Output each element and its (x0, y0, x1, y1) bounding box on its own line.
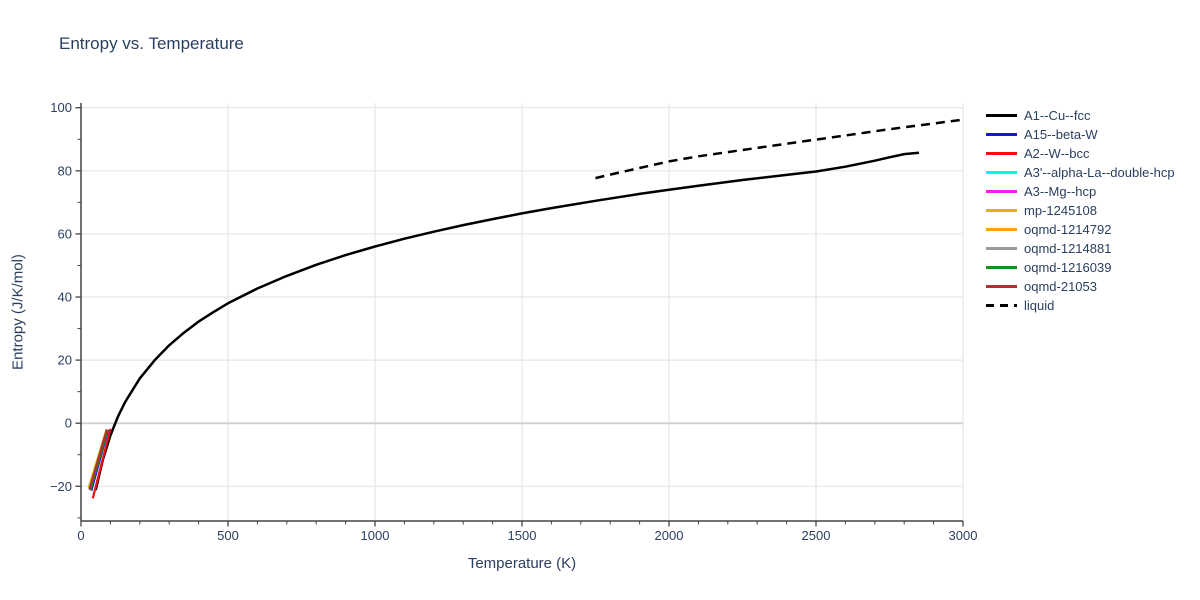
legend-label: A15--beta-W (1024, 127, 1098, 142)
y-axis-title: Entropy (J/K/mol) (9, 254, 27, 370)
x-tick-label: 1000 (361, 528, 390, 543)
legend-swatch-line-icon (986, 266, 1017, 269)
x-axis-title: Temperature (K) (467, 555, 577, 572)
legend-swatch-line-icon (986, 247, 1017, 250)
legend-label: oqmd-21053 (1024, 279, 1097, 294)
legend-swatch-line-icon (986, 285, 1017, 288)
x-tick-label: 3000 (949, 528, 978, 543)
y-tick-label: 20 (58, 353, 72, 368)
y-tick-label: 80 (58, 163, 72, 178)
series-line-oqmd-21053[interactable] (88, 429, 108, 490)
y-tick-label: 0 (65, 416, 72, 431)
series-line-A1--Cu--fcc[interactable] (94, 151, 920, 491)
legend-swatch-line-icon (986, 133, 1017, 136)
y-tick-label: 100 (50, 100, 72, 115)
legend-label: liquid (1024, 298, 1055, 313)
legend-item-mp-1245108[interactable]: mp-1245108 (986, 201, 1175, 220)
series-line-A2--W--bcc[interactable] (91, 428, 112, 499)
legend-item-oqmd-1214792[interactable]: oqmd-1214792 (986, 220, 1175, 239)
legend-swatch-line-icon (986, 209, 1017, 212)
legend: A1--Cu--fcc A15--beta-W A2--W--bcc A3'--alp… (986, 106, 1175, 315)
legend-item-oqmd-1216039[interactable]: oqmd-1216039 (986, 258, 1175, 277)
legend-swatch-line-icon (986, 152, 1017, 155)
legend-label: oqmd-1214792 (1024, 222, 1112, 237)
legend-swatch-line-icon (986, 190, 1017, 193)
legend-label: A3--Mg--hcp (1024, 184, 1097, 199)
legend-swatch-line-icon (986, 171, 1017, 174)
legend-item-A2--W--bcc[interactable]: A2--W--bcc (986, 144, 1175, 163)
x-tick-label: 2500 (802, 528, 831, 543)
legend-swatch-line-icon (986, 114, 1017, 117)
y-tick-label: 40 (58, 290, 72, 305)
legend-item-oqmd-1214881[interactable]: oqmd-1214881 (986, 239, 1175, 258)
legend-swatch-line-icon (986, 304, 1017, 307)
x-tick-label: 1500 (508, 528, 537, 543)
y-tick-label: 60 (58, 226, 72, 241)
legend-item-liquid[interactable]: liquid (986, 296, 1175, 315)
series-line-liquid[interactable] (595, 118, 964, 180)
legend-label: oqmd-1216039 (1024, 260, 1112, 275)
legend-item-oqmd-21053[interactable]: oqmd-21053 (986, 277, 1175, 296)
chart-title: Entropy vs. Temperature (59, 34, 244, 53)
legend-swatch-line-icon (986, 228, 1017, 231)
legend-item-A15--beta-W[interactable]: A15--beta-W (986, 125, 1175, 144)
x-tick-label: 500 (217, 528, 239, 543)
y-tick-label: −20 (50, 479, 72, 494)
legend-label: A1--Cu--fcc (1024, 108, 1091, 123)
legend-label: mp-1245108 (1024, 203, 1097, 218)
legend-item-A3--Mg--hcp[interactable]: A3--Mg--hcp (986, 182, 1175, 201)
legend-item-A1--Cu--fcc[interactable]: A1--Cu--fcc (986, 106, 1175, 125)
x-tick-label: 0 (77, 528, 84, 543)
legend-label: A3'--alpha-La--double-hcp (1024, 165, 1175, 180)
legend-label: oqmd-1214881 (1024, 241, 1112, 256)
x-tick-label: 2000 (655, 528, 684, 543)
legend-item-A3'--alpha-La--double-hcp[interactable]: A3'--alpha-La--double-hcp (986, 163, 1175, 182)
legend-label: A2--W--bcc (1024, 146, 1090, 161)
